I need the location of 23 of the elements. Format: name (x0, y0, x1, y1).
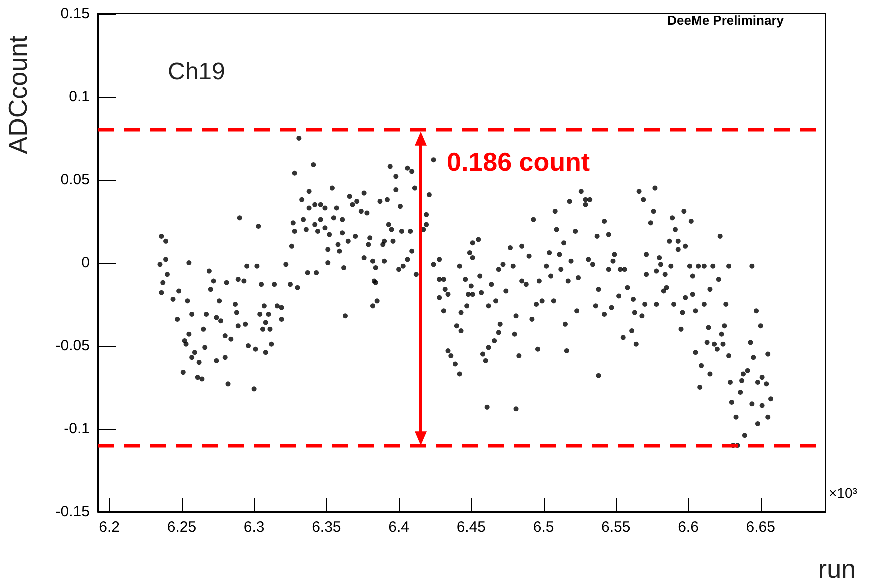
x-tick-label: 6.45 (456, 519, 486, 536)
text: ×10³ (829, 485, 858, 501)
y-tick-label: -0.1 (64, 420, 90, 438)
y-tick-label: 0.1 (69, 88, 90, 106)
x-tick-label: 6.6 (678, 519, 699, 536)
x-tick-label: 6.55 (602, 519, 631, 536)
y-tick-label: 0 (82, 254, 90, 272)
x-tick-label: 6.3 (244, 519, 265, 536)
y-tick-label: 0.05 (60, 172, 90, 188)
annotation: 0.186 count (447, 147, 590, 177)
y-tick-label: -0.15 (56, 504, 90, 520)
y-tick-label: 0.15 (60, 6, 90, 22)
x-tick-label: 6.4 (388, 519, 410, 536)
annotation: Ch19 (168, 58, 226, 86)
y-axis-title: ADCcount (3, 34, 33, 154)
annotation: DeeMe Preliminary (668, 13, 785, 28)
x-tick-label: 6.65 (746, 519, 776, 536)
x-tick-label: 6.5 (533, 519, 554, 536)
x-tick-label: 6.2 (99, 519, 120, 536)
x-axis-title: run (818, 554, 856, 584)
x-tick-label: 6.25 (167, 519, 197, 536)
y-tick-label: -0.05 (56, 338, 90, 354)
x-tick-label: 6.35 (312, 519, 342, 536)
